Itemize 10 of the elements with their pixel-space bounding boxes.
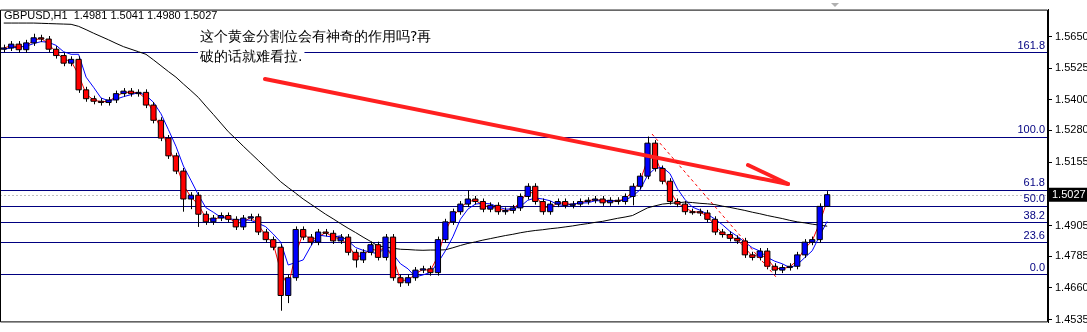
ref-line-label: 1.5027 <box>1052 187 1086 200</box>
annotation: 0.0 <box>1029 260 1045 273</box>
annotation: 38.2 <box>1023 208 1045 221</box>
chart-title: GBPUSD,H1 1.4981 1.5041 1.4980 1.5027 <box>4 9 218 22</box>
annotation: 这个黄金分割位会有神奇的作用吗?再破的话就难看拉. <box>199 27 432 64</box>
annotation: 161.8 <box>1017 38 1045 51</box>
annotation: 61.8 <box>1023 176 1045 189</box>
annotation: 100.0 <box>1017 123 1045 136</box>
annotation: 50.0 <box>1023 192 1045 205</box>
annotation: 23.6 <box>1023 228 1045 241</box>
